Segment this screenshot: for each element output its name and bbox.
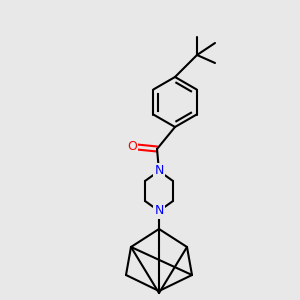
Text: N: N [154, 205, 164, 218]
Text: N: N [154, 164, 164, 178]
Text: O: O [127, 140, 137, 154]
